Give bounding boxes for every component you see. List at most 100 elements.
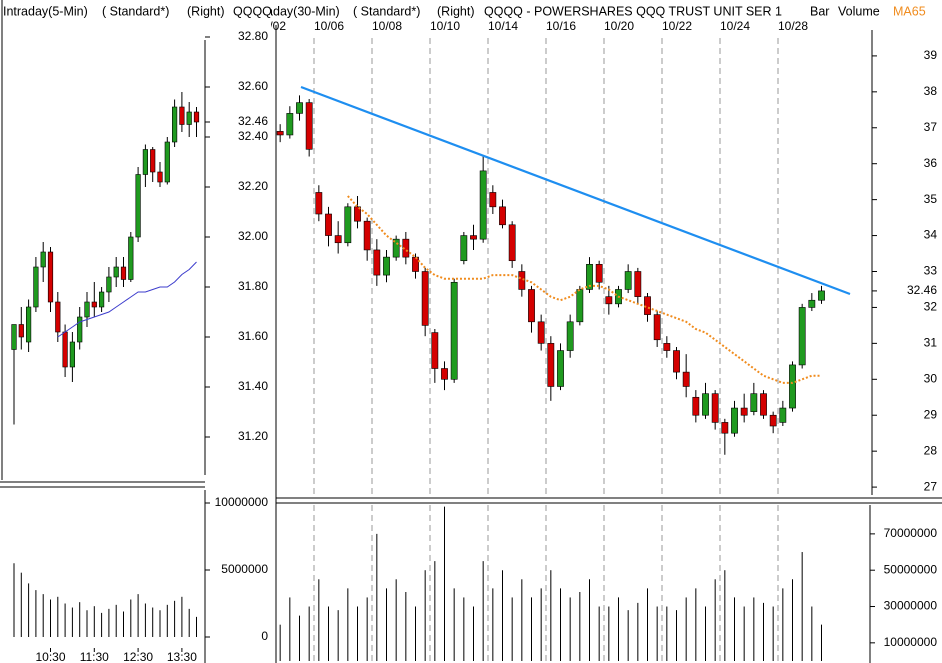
candle-body bbox=[537, 321, 545, 344]
candle-body bbox=[84, 301, 90, 318]
y-tick-label: 32.00 bbox=[238, 229, 268, 243]
title-part: QQQQ - POWERSHARES QQQ TRUST UNIT SER 1 bbox=[484, 4, 782, 18]
candle-body bbox=[150, 149, 156, 173]
right-chart: Intraday(30-Min)( Standard*) (Right) QQQQ … bbox=[248, 4, 942, 663]
candle-body bbox=[142, 149, 149, 175]
candle-body bbox=[113, 266, 119, 278]
candle-body bbox=[557, 350, 564, 387]
volume-tick-label: 30000000 bbox=[884, 599, 938, 613]
x-tick-label: 10/22 bbox=[662, 19, 692, 33]
volume-tick-label: 5000000 bbox=[221, 562, 268, 576]
candle-body bbox=[740, 407, 748, 416]
x-tick-label: 10/14 bbox=[488, 19, 518, 33]
candle-body bbox=[769, 414, 777, 427]
y-tick-label: 29 bbox=[924, 407, 938, 421]
candle-body bbox=[808, 299, 816, 308]
candle-body bbox=[818, 290, 825, 301]
y-tick-label: 34 bbox=[924, 228, 938, 242]
candle-body bbox=[586, 264, 593, 290]
candle-body bbox=[595, 264, 603, 283]
candle-body bbox=[69, 341, 75, 368]
candle-body bbox=[363, 220, 371, 251]
candle-body bbox=[25, 306, 32, 343]
candle-body bbox=[135, 174, 141, 238]
candle-body bbox=[47, 251, 54, 303]
y-tick-label: 28 bbox=[924, 443, 938, 457]
y-tick-label: 32.20 bbox=[238, 179, 268, 193]
y-tick-label: 31.80 bbox=[238, 279, 268, 293]
candle-body bbox=[40, 251, 46, 268]
volume-tick-label: 10000000 bbox=[215, 495, 269, 509]
candle-body bbox=[276, 131, 284, 136]
candle-body bbox=[91, 301, 97, 308]
candle-body bbox=[421, 271, 429, 326]
candle-body bbox=[721, 422, 729, 434]
candle-body bbox=[479, 170, 487, 240]
y-tick-label: 31.40 bbox=[238, 379, 268, 393]
moving-average bbox=[347, 195, 822, 384]
candle-body bbox=[470, 235, 477, 240]
candle-body bbox=[547, 343, 555, 387]
title-part: Bar bbox=[810, 4, 829, 18]
candle-body bbox=[460, 235, 468, 262]
candle-body bbox=[528, 289, 535, 323]
candle-body bbox=[18, 324, 24, 338]
candle-body bbox=[634, 271, 642, 297]
title-part: (Right) bbox=[187, 4, 225, 18]
y-tick-label: 39 bbox=[924, 48, 938, 62]
x-tick-label: 10/24 bbox=[720, 19, 750, 33]
candle-body bbox=[383, 256, 390, 276]
x-tick-label: 10/10 bbox=[430, 19, 460, 33]
candle-body bbox=[392, 238, 400, 258]
left-chart: Intraday(5-Min) ( Standard*) (Right) QQQQ 32… bbox=[0, 0, 272, 663]
y-tick-label: 36 bbox=[924, 156, 938, 170]
candle-body bbox=[692, 396, 700, 416]
title-part: ( Standard*) bbox=[353, 4, 420, 18]
candle-body bbox=[624, 271, 632, 290]
candle-body bbox=[164, 141, 170, 183]
candle-body bbox=[354, 206, 361, 222]
candle-body bbox=[760, 393, 767, 416]
candle-body bbox=[296, 102, 303, 114]
candle-body bbox=[33, 266, 39, 308]
title-part: Volume bbox=[838, 4, 880, 18]
y-tick-label: 27 bbox=[924, 479, 938, 493]
candle-body bbox=[750, 393, 758, 412]
y-tick-label: 31.60 bbox=[238, 329, 268, 343]
candle-body bbox=[779, 407, 787, 423]
candle-body bbox=[489, 192, 497, 208]
candle-body bbox=[653, 314, 661, 341]
candle-body bbox=[77, 316, 83, 343]
x-tick-label: 12:30 bbox=[123, 650, 153, 663]
x-tick-label: 13:30 bbox=[167, 650, 197, 663]
candle-body bbox=[508, 224, 516, 262]
candle-body bbox=[157, 171, 163, 183]
candle-body bbox=[673, 350, 680, 373]
x-tick-label: 11:30 bbox=[80, 650, 109, 663]
x-tick-label: 10:30 bbox=[35, 650, 65, 663]
y-tick-label: 32.60 bbox=[238, 79, 268, 93]
candle-body bbox=[128, 236, 134, 280]
volume-tick-label: 10000000 bbox=[884, 635, 938, 649]
candle-body bbox=[789, 364, 796, 409]
candle-body bbox=[731, 407, 738, 434]
candle-body bbox=[499, 206, 506, 226]
y-tick-label: 32.40 bbox=[238, 129, 268, 143]
y-tick-label: 33 bbox=[924, 264, 938, 278]
candle-body bbox=[373, 249, 381, 276]
title-part: QQQQ bbox=[233, 4, 272, 18]
y-tick-label: 32.80 bbox=[238, 29, 268, 43]
x-tick-label: 10/08 bbox=[372, 19, 402, 33]
x-tick-label: 10/06 bbox=[314, 19, 344, 33]
candle-body bbox=[682, 371, 690, 387]
candle-body bbox=[120, 266, 127, 280]
candle-body bbox=[663, 343, 671, 351]
title-part: (Right) bbox=[437, 4, 475, 18]
candle-body bbox=[798, 307, 806, 366]
panel-background bbox=[0, 0, 271, 663]
candle-body bbox=[431, 332, 439, 369]
y-tick-label: 32 bbox=[924, 300, 938, 314]
title-part: Intraday(5-Min) bbox=[3, 4, 88, 18]
candle-body bbox=[566, 321, 574, 351]
